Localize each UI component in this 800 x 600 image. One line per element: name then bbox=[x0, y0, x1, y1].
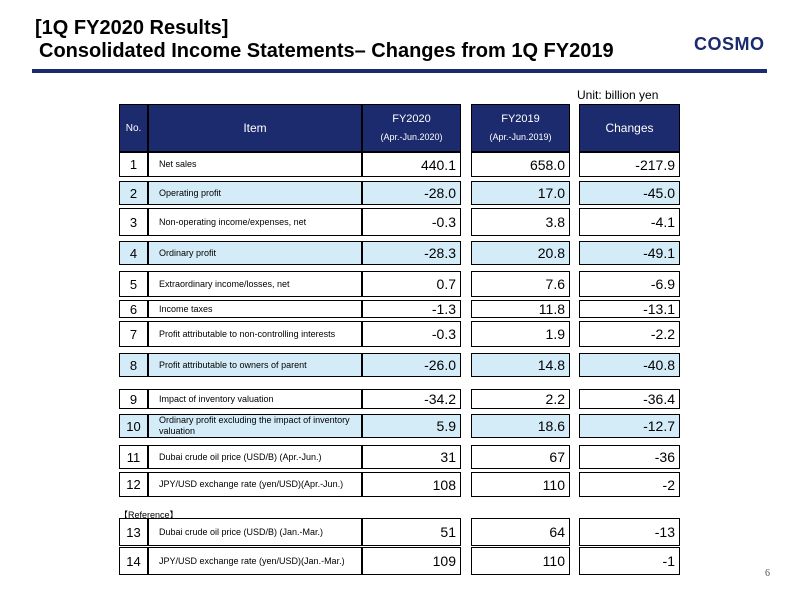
page-title: [1Q FY2020 Results] Consolidated Income … bbox=[35, 17, 614, 63]
cell-fy2020: -0.3 bbox=[362, 208, 461, 236]
cell-fy2019: 20.8 bbox=[471, 241, 570, 265]
cell-fy2019: 67 bbox=[471, 445, 570, 469]
cell-item: Operating profit bbox=[148, 181, 362, 205]
cell-no: 11 bbox=[119, 445, 148, 469]
header-fy2020-label: FY2020 bbox=[392, 113, 431, 125]
cell-fy2020: 440.1 bbox=[362, 152, 461, 177]
cell-fy2020: -28.3 bbox=[362, 241, 461, 265]
cell-fy2020: 51 bbox=[362, 518, 461, 546]
cell-fy2020: 5.9 bbox=[362, 414, 461, 438]
cell-changes: -13.1 bbox=[579, 300, 680, 318]
cell-item: Dubai crude oil price (USD/B) (Apr.-Jun.… bbox=[148, 445, 362, 469]
cell-fy2019: 14.8 bbox=[471, 353, 570, 377]
cell-changes: -1 bbox=[579, 547, 680, 575]
title-line-1: [1Q FY2020 Results] bbox=[35, 17, 229, 39]
cell-item: Ordinary profit bbox=[148, 241, 362, 265]
cell-no: 7 bbox=[119, 321, 148, 347]
title-line-2: Consolidated Income Statements– Changes … bbox=[39, 40, 614, 62]
cell-no: 12 bbox=[119, 472, 148, 497]
cell-fy2020: 31 bbox=[362, 445, 461, 469]
cell-fy2019: 64 bbox=[471, 518, 570, 546]
cell-changes: -36.4 bbox=[579, 389, 680, 409]
cell-item: Income taxes bbox=[148, 300, 362, 318]
header-changes-label: Changes bbox=[605, 121, 654, 135]
cell-no: 3 bbox=[119, 208, 148, 236]
page-number: 6 bbox=[765, 568, 770, 579]
cell-fy2020: -0.3 bbox=[362, 321, 461, 347]
cell-no: 1 bbox=[119, 152, 148, 177]
cell-no: 14 bbox=[119, 547, 148, 575]
header-fy2019: FY2019 (Apr.-Jun.2019) bbox=[471, 104, 570, 152]
cell-item: Profit attributable to non-controlling i… bbox=[148, 321, 362, 347]
cell-no: 2 bbox=[119, 181, 148, 205]
cell-changes: -6.9 bbox=[579, 271, 680, 297]
cell-fy2019: 2.2 bbox=[471, 389, 570, 409]
cell-changes: -45.0 bbox=[579, 181, 680, 205]
cell-no: 10 bbox=[119, 414, 148, 438]
cell-fy2019: 1.9 bbox=[471, 321, 570, 347]
header-no: No. bbox=[119, 104, 148, 152]
cell-fy2020: 0.7 bbox=[362, 271, 461, 297]
cell-changes: -49.1 bbox=[579, 241, 680, 265]
cell-no: 4 bbox=[119, 241, 148, 265]
cell-item: Dubai crude oil price (USD/B) (Jan.-Mar.… bbox=[148, 518, 362, 546]
cell-fy2020: -26.0 bbox=[362, 353, 461, 377]
cell-changes: -2.2 bbox=[579, 321, 680, 347]
reference-label: 【Reference】 bbox=[119, 510, 179, 520]
cell-changes: -12.7 bbox=[579, 414, 680, 438]
cell-changes: -36 bbox=[579, 445, 680, 469]
cell-item: JPY/USD exchange rate (yen/USD)(Apr.-Jun… bbox=[148, 472, 362, 497]
cell-item: Impact of inventory valuation bbox=[148, 389, 362, 409]
header-fy2019-label: FY2019 bbox=[501, 113, 540, 125]
title-divider bbox=[32, 69, 767, 73]
cell-fy2019: 11.8 bbox=[471, 300, 570, 318]
cell-item: Profit attributable to owners of parent bbox=[148, 353, 362, 377]
header-no-label: No. bbox=[125, 122, 142, 134]
cell-item: Non-operating income/expenses, net bbox=[148, 208, 362, 236]
header-item: Item bbox=[148, 104, 362, 152]
cell-fy2019: 658.0 bbox=[471, 152, 570, 177]
cell-fy2019: 110 bbox=[471, 547, 570, 575]
cell-fy2020: 108 bbox=[362, 472, 461, 497]
cell-fy2019: 3.8 bbox=[471, 208, 570, 236]
cell-changes: -4.1 bbox=[579, 208, 680, 236]
cell-fy2020: -1.3 bbox=[362, 300, 461, 318]
cell-changes: -13 bbox=[579, 518, 680, 546]
cell-fy2019: 17.0 bbox=[471, 181, 570, 205]
cell-fy2020: -34.2 bbox=[362, 389, 461, 409]
header-item-label: Item bbox=[243, 121, 267, 135]
header-changes: Changes bbox=[579, 104, 680, 152]
cell-fy2019: 110 bbox=[471, 472, 570, 497]
cell-no: 8 bbox=[119, 353, 148, 377]
cell-fy2019: 18.6 bbox=[471, 414, 570, 438]
cell-changes: -2 bbox=[579, 472, 680, 497]
header-fy2019-period: (Apr.-Jun.2019) bbox=[489, 132, 552, 142]
cell-fy2020: 109 bbox=[362, 547, 461, 575]
cell-changes: -40.8 bbox=[579, 353, 680, 377]
cell-item: JPY/USD exchange rate (yen/USD)(Jan.-Mar… bbox=[148, 547, 362, 575]
header-fy2020-period: (Apr.-Jun.2020) bbox=[380, 132, 443, 142]
cell-item: Ordinary profit excluding the impact of … bbox=[148, 414, 362, 438]
header-fy2020: FY2020 (Apr.-Jun.2020) bbox=[362, 104, 461, 152]
cell-no: 5 bbox=[119, 271, 148, 297]
cell-changes: -217.9 bbox=[579, 152, 680, 177]
cell-no: 9 bbox=[119, 389, 148, 409]
unit-label: Unit: billion yen bbox=[577, 88, 659, 102]
cell-item: Net sales bbox=[148, 152, 362, 177]
cell-fy2019: 7.6 bbox=[471, 271, 570, 297]
cell-item: Extraordinary income/losses, net bbox=[148, 271, 362, 297]
cosmo-logo: COSMO bbox=[694, 34, 765, 54]
cell-no: 6 bbox=[119, 300, 148, 318]
cell-fy2020: -28.0 bbox=[362, 181, 461, 205]
cell-no: 13 bbox=[119, 518, 148, 546]
